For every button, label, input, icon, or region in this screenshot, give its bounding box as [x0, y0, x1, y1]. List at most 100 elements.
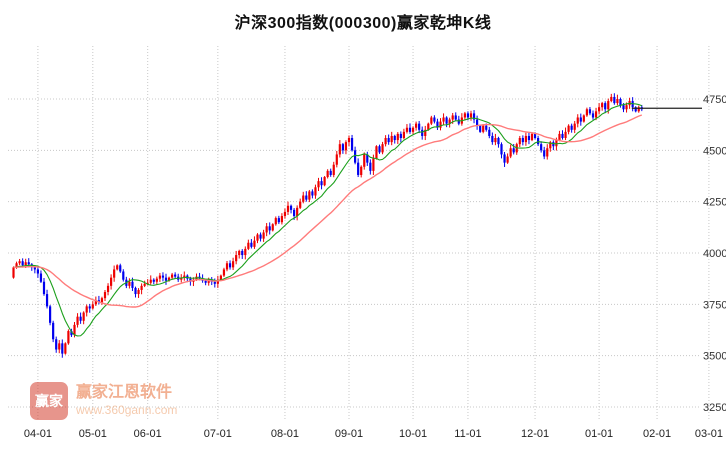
candle-up	[271, 224, 274, 231]
candle-down	[70, 331, 73, 336]
candle-up	[183, 275, 186, 278]
x-tick-label: 11-01	[454, 428, 481, 440]
brand-logo-icon: 赢家	[30, 382, 68, 420]
y-tick-label: 4000	[703, 248, 726, 260]
candle-down	[174, 274, 177, 277]
candle-down	[354, 150, 357, 163]
candle-down	[454, 115, 457, 120]
x-tick-label: 06-01	[134, 428, 162, 440]
candle-up	[232, 261, 235, 268]
watermark-url: www.360gann.com	[76, 403, 178, 418]
candle-up	[67, 331, 70, 344]
candle-up	[283, 211, 287, 217]
candle-up	[76, 316, 79, 325]
candle-down	[204, 280, 207, 283]
candle-up	[332, 164, 335, 175]
candle-up	[509, 148, 512, 157]
candle-up	[296, 207, 299, 217]
candle-up	[116, 265, 119, 270]
candle-down	[552, 142, 555, 147]
candle-down	[421, 129, 424, 136]
candle-up	[262, 232, 265, 239]
candle-up	[411, 127, 415, 132]
candle-up	[302, 195, 305, 202]
candle-down	[512, 148, 515, 153]
candle-up	[573, 123, 576, 130]
candle-up	[482, 125, 485, 132]
chart-title: 沪深300指数(000300)赢家乾坤K线	[234, 15, 492, 32]
x-tick-label: 01-01	[585, 428, 613, 440]
watermark-text: 赢家江恩软件 www.360gann.com	[76, 384, 177, 418]
candle-up	[274, 218, 277, 225]
candle-up	[558, 133, 561, 141]
candle-down	[350, 138, 354, 151]
candle-up	[448, 119, 451, 124]
candle-down	[305, 195, 308, 200]
candle-down	[33, 267, 36, 270]
candle-up	[463, 113, 466, 118]
candle-up	[439, 121, 442, 128]
candle-up	[308, 191, 311, 200]
candle-up	[280, 216, 283, 223]
candle-up	[601, 103, 604, 108]
candle-down	[613, 96, 616, 104]
candle-down	[457, 119, 460, 124]
candle-up	[375, 146, 378, 159]
candle-up	[616, 99, 619, 104]
x-tick-label: 09-01	[335, 428, 363, 440]
candle-up	[128, 281, 131, 286]
candle-down	[387, 138, 390, 143]
candle-down	[259, 234, 262, 239]
candle-up	[405, 127, 409, 132]
candle-up	[607, 101, 610, 110]
candle-down	[604, 103, 607, 110]
candle-up	[286, 205, 290, 212]
candle-up	[424, 129, 427, 136]
candle-down	[329, 170, 332, 175]
candle-down	[588, 109, 592, 114]
candle-up	[469, 113, 473, 118]
candle-up	[299, 201, 302, 208]
candle-down	[161, 275, 165, 278]
candle-up	[317, 181, 320, 188]
candle-up	[390, 135, 393, 143]
candle-up	[372, 158, 375, 171]
candle-down	[570, 125, 573, 130]
x-tick-label: 12-01	[521, 428, 549, 440]
candle-down	[488, 129, 491, 136]
candle-down	[497, 138, 500, 145]
candle-up	[222, 269, 226, 276]
y-tick-label: 3500	[703, 351, 726, 363]
candle-up	[323, 177, 326, 186]
candle-up	[360, 166, 363, 175]
ma-line-ma10	[13, 102, 643, 337]
candle-down	[378, 146, 381, 153]
candle-down	[36, 269, 39, 274]
candle-down	[503, 154, 506, 163]
candle-down	[228, 263, 232, 268]
candle-up	[427, 123, 430, 130]
candle-down	[250, 242, 253, 247]
candle-up	[143, 283, 146, 286]
candle-up	[363, 154, 366, 167]
candle-up	[567, 125, 570, 132]
x-tick-label: 07-01	[204, 428, 232, 440]
candle-down	[27, 262, 30, 265]
candle-up	[247, 242, 250, 249]
candle-down	[634, 107, 637, 112]
candle-down	[122, 271, 125, 280]
candle-up	[225, 263, 229, 270]
candle-down	[537, 138, 540, 145]
candle-up	[91, 304, 94, 309]
candle-down	[152, 279, 155, 282]
candle-down	[320, 181, 323, 186]
candle-up	[82, 312, 85, 321]
candle-down	[543, 150, 546, 157]
candle-down	[540, 144, 543, 151]
candle-up	[549, 142, 552, 149]
candle-down	[472, 113, 476, 120]
y-tick-label: 4750	[703, 94, 726, 106]
candle-down	[591, 113, 595, 118]
